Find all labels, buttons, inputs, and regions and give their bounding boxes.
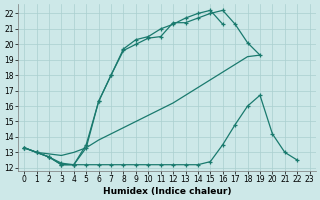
X-axis label: Humidex (Indice chaleur): Humidex (Indice chaleur) xyxy=(103,187,231,196)
